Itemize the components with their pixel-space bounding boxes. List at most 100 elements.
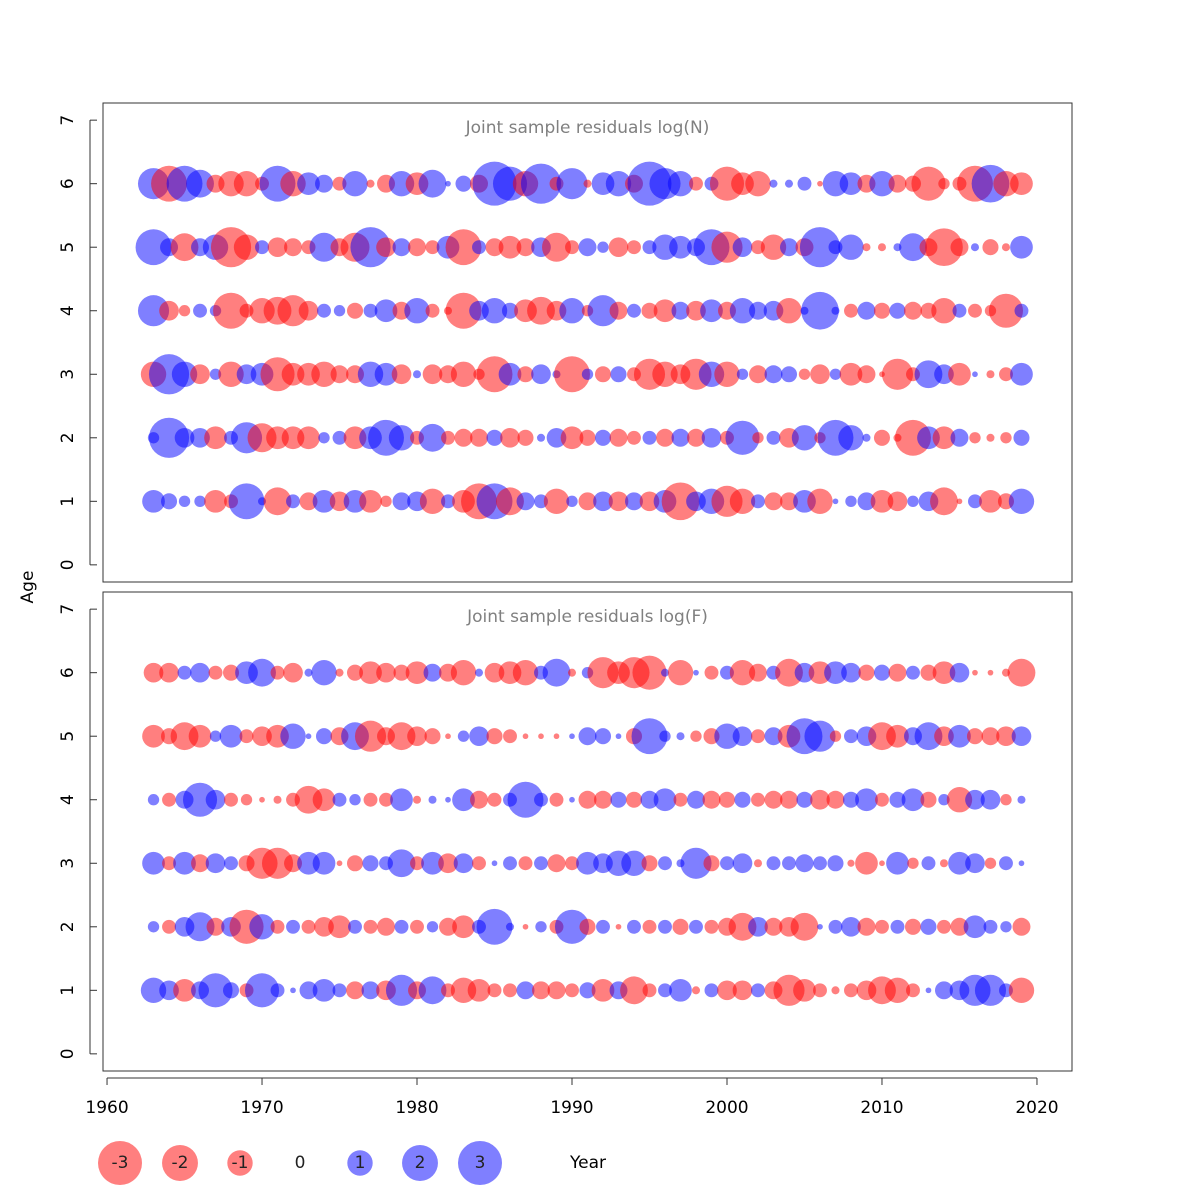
bubble	[277, 295, 309, 327]
bubble	[194, 495, 206, 507]
bubble	[392, 238, 411, 257]
bubble	[718, 791, 736, 808]
bubble	[209, 730, 222, 742]
bubble	[236, 364, 257, 385]
bubble	[974, 974, 1007, 1006]
bubble	[348, 919, 362, 934]
bubble	[315, 728, 333, 745]
bubble	[703, 855, 720, 872]
bubble	[627, 240, 641, 255]
x-tick-label: 2010	[860, 1098, 903, 1118]
bubble	[969, 432, 981, 444]
bubble	[824, 661, 847, 685]
bubble	[286, 494, 300, 509]
bubble	[813, 856, 827, 871]
bubble	[569, 796, 575, 803]
bubble	[627, 919, 641, 934]
bubble	[1013, 429, 1030, 446]
bubble	[536, 433, 546, 442]
x-tick-label: 2020	[1015, 1098, 1058, 1118]
bubble	[441, 430, 455, 445]
bubble	[732, 853, 753, 874]
bubble	[838, 234, 864, 260]
bubble	[930, 487, 958, 516]
bubble	[297, 172, 320, 196]
bubble	[491, 860, 498, 867]
bubble	[749, 365, 767, 384]
bubble	[627, 303, 641, 318]
bubble	[889, 302, 906, 319]
bubble	[553, 733, 560, 740]
bubble	[394, 919, 409, 934]
y-tick-label: 7	[58, 115, 78, 126]
bubble	[516, 981, 535, 1000]
bubble	[807, 488, 833, 515]
bubble	[689, 919, 703, 934]
bubble	[546, 427, 567, 448]
bubble	[887, 491, 908, 512]
bubble	[531, 364, 551, 385]
bubble	[906, 983, 920, 998]
bubble	[932, 426, 956, 450]
bubble	[914, 722, 943, 751]
bubble	[374, 299, 398, 323]
bubble	[609, 301, 628, 320]
bubble	[309, 232, 339, 262]
bubble	[452, 915, 475, 939]
bubble	[171, 361, 198, 387]
bubble	[605, 170, 632, 197]
bubble	[970, 243, 979, 252]
bubble	[828, 919, 843, 934]
bubble	[412, 370, 422, 379]
bubble	[1000, 432, 1012, 444]
bubble	[1018, 860, 1025, 867]
bubble	[579, 982, 596, 999]
bubble	[472, 240, 486, 255]
bubble	[312, 978, 336, 1002]
bubble	[576, 851, 599, 875]
bubble	[350, 227, 391, 268]
bubble	[980, 789, 1001, 810]
bubble	[162, 856, 176, 871]
bubble	[218, 361, 244, 387]
bubble	[569, 733, 575, 740]
bubble	[1007, 658, 1036, 687]
bubble	[857, 917, 876, 936]
bubble	[503, 983, 517, 998]
bubble	[170, 233, 199, 262]
bubble	[873, 429, 891, 446]
bubble	[583, 179, 592, 188]
bubble	[907, 857, 919, 869]
y-axis-label: Age	[18, 571, 38, 604]
plot-frame	[102, 591, 1073, 1072]
bubble	[503, 729, 517, 744]
bubble	[873, 664, 891, 681]
bubble	[932, 661, 956, 685]
bubble	[691, 986, 701, 995]
bubble	[890, 919, 905, 934]
bubble	[934, 364, 954, 385]
bubble	[224, 856, 238, 871]
bubble	[979, 489, 1002, 513]
bubble	[963, 915, 987, 939]
bubble	[728, 912, 757, 941]
bubble	[780, 790, 798, 809]
bubble	[361, 981, 380, 1000]
bubble	[208, 665, 223, 680]
bubble	[753, 859, 763, 868]
y-tick-label: 2	[58, 921, 78, 932]
bubble	[566, 495, 578, 507]
y-tick-label: 1	[58, 496, 78, 507]
bubble	[736, 368, 749, 380]
bubble	[385, 974, 418, 1006]
bubble	[888, 174, 907, 193]
bubble	[794, 662, 815, 683]
bubble	[938, 178, 950, 190]
bubble	[204, 489, 227, 513]
bubble	[608, 491, 629, 512]
bubble	[938, 794, 950, 806]
bubble	[346, 981, 364, 1000]
bubble	[135, 229, 172, 266]
bubble	[219, 724, 243, 748]
bubble	[333, 305, 346, 317]
